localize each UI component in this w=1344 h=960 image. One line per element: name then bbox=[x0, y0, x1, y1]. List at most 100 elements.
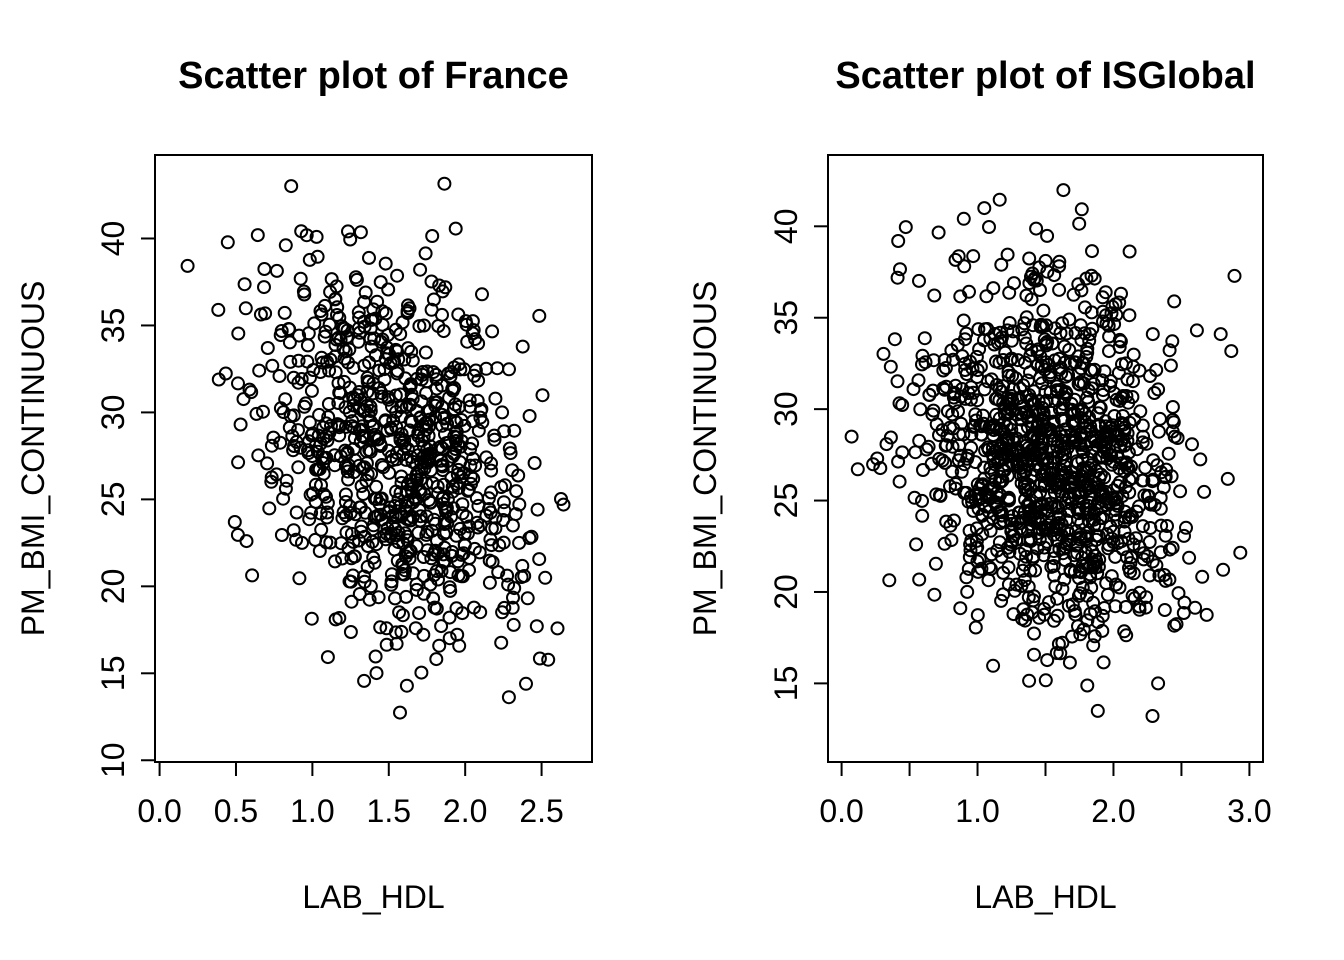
data-point bbox=[1118, 600, 1133, 614]
data-point bbox=[963, 354, 977, 369]
data-point bbox=[1081, 395, 1096, 409]
data-point bbox=[1085, 244, 1099, 259]
data-point bbox=[940, 404, 955, 419]
data-point bbox=[437, 540, 452, 555]
data-point bbox=[283, 354, 298, 369]
data-point bbox=[357, 358, 372, 373]
data-point bbox=[1096, 655, 1111, 670]
data-point bbox=[984, 372, 999, 387]
data-point bbox=[535, 388, 550, 403]
data-point bbox=[1061, 526, 1076, 541]
scatter-points bbox=[844, 183, 1248, 723]
data-point bbox=[1074, 404, 1089, 418]
data-point bbox=[249, 406, 264, 421]
data-point bbox=[506, 590, 520, 605]
data-point bbox=[470, 515, 485, 530]
data-point bbox=[1053, 360, 1068, 375]
data-point bbox=[394, 624, 409, 639]
data-point bbox=[1064, 427, 1079, 442]
data-point bbox=[449, 528, 464, 543]
data-point bbox=[211, 302, 226, 317]
y-tick-label: 25 bbox=[768, 483, 804, 519]
data-point bbox=[338, 400, 353, 415]
data-point bbox=[451, 357, 466, 372]
x-tick-label: 3.0 bbox=[1227, 793, 1271, 829]
data-point bbox=[357, 460, 372, 475]
data-point bbox=[335, 551, 350, 566]
data-point bbox=[906, 382, 921, 397]
data-point bbox=[328, 365, 343, 380]
data-point bbox=[415, 365, 430, 379]
data-point bbox=[1074, 202, 1089, 217]
data-point bbox=[1179, 520, 1193, 535]
y-axis-label: PM_BMI_CONTINUOUS bbox=[687, 281, 723, 637]
data-point bbox=[1010, 391, 1025, 406]
data-point bbox=[370, 432, 385, 447]
data-point bbox=[1039, 318, 1054, 333]
data-point bbox=[420, 364, 435, 379]
data-point bbox=[1057, 339, 1072, 354]
data-point bbox=[427, 568, 441, 583]
data-point bbox=[984, 465, 999, 480]
data-point bbox=[424, 551, 439, 566]
data-point bbox=[1115, 357, 1129, 372]
data-point bbox=[291, 423, 305, 438]
data-point bbox=[445, 484, 460, 499]
data-point bbox=[400, 442, 415, 456]
data-point bbox=[322, 317, 337, 332]
data-point bbox=[339, 525, 354, 540]
data-point bbox=[412, 606, 427, 621]
data-point bbox=[1021, 590, 1036, 605]
data-point bbox=[374, 334, 388, 349]
data-point bbox=[515, 339, 530, 354]
data-point bbox=[328, 612, 343, 627]
data-point bbox=[969, 413, 983, 428]
data-point bbox=[1068, 413, 1082, 428]
data-point bbox=[336, 342, 351, 356]
data-point bbox=[1038, 419, 1053, 434]
data-point bbox=[1227, 268, 1242, 283]
data-point bbox=[358, 285, 373, 300]
data-point bbox=[1162, 542, 1177, 557]
data-point bbox=[430, 533, 444, 548]
data-point bbox=[883, 359, 898, 374]
data-point bbox=[970, 608, 985, 623]
data-point bbox=[983, 523, 998, 538]
data-point bbox=[394, 399, 409, 414]
data-point bbox=[1059, 387, 1073, 402]
data-point bbox=[1014, 406, 1029, 420]
data-point bbox=[1188, 600, 1203, 615]
data-point bbox=[312, 407, 327, 422]
data-point bbox=[1000, 468, 1015, 483]
y-tick-label: 40 bbox=[768, 209, 804, 245]
data-point bbox=[468, 458, 483, 473]
y-tick-label: 30 bbox=[95, 395, 131, 431]
data-point bbox=[962, 523, 977, 538]
data-point bbox=[1065, 629, 1080, 644]
x-tick-label: 1.5 bbox=[367, 793, 411, 829]
data-point bbox=[1022, 251, 1037, 266]
data-point bbox=[426, 591, 441, 606]
data-point bbox=[1071, 619, 1085, 634]
data-point bbox=[943, 479, 957, 494]
data-point bbox=[992, 382, 1007, 397]
data-point bbox=[1128, 531, 1143, 546]
data-point bbox=[1224, 344, 1239, 359]
data-point bbox=[323, 352, 338, 367]
data-point bbox=[1087, 629, 1102, 644]
data-point bbox=[1038, 253, 1053, 268]
data-point bbox=[502, 362, 516, 377]
data-point bbox=[1040, 653, 1055, 668]
data-point bbox=[1109, 577, 1123, 592]
data-point bbox=[343, 232, 358, 247]
data-point bbox=[945, 439, 960, 454]
data-point bbox=[1169, 617, 1184, 632]
x-tick-label: 1.0 bbox=[290, 793, 334, 829]
data-point bbox=[347, 421, 362, 436]
data-point bbox=[245, 568, 260, 583]
data-point bbox=[269, 263, 284, 278]
data-point bbox=[218, 366, 233, 381]
data-point bbox=[971, 322, 986, 337]
data-point bbox=[402, 380, 417, 395]
data-point bbox=[1019, 549, 1034, 564]
